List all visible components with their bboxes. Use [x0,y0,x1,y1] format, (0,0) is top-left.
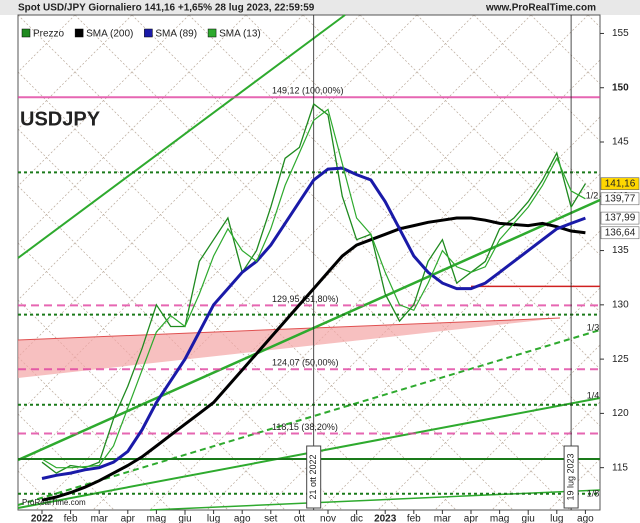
series-line [41,166,586,480]
legend-label: SMA (13) [219,29,261,40]
series-line [41,102,586,474]
event-label: 21 ott 2022 [308,454,318,499]
fan-label: 1/8 [587,488,600,498]
x-tick-label: mag [147,514,166,523]
y-tick-label: 150 [612,82,629,93]
x-tick-label: mar [434,514,452,523]
legend-swatch [74,28,84,38]
price-tag-label: 141,16 [605,178,636,189]
fan-label: 1/4 [587,390,600,400]
x-tick-label: apr [464,514,479,523]
fib-label: 124,07 (50,00%) [272,358,339,368]
x-tick-label: apr [121,514,136,523]
shaded-channel [18,318,560,378]
price-tag [600,226,640,240]
x-tick-label: giu [178,514,191,523]
y-tick-label: 135 [612,245,629,256]
y-tick-label: 155 [612,28,629,39]
chart-title: Spot USD/JPY Giornaliero 141,16 +1,65% 2… [18,3,315,14]
x-tick-label: dic [350,514,363,523]
header-bar [0,0,640,15]
series-line [41,108,586,469]
trend-line [17,14,346,259]
x-tick-label: ago [234,514,251,523]
legend-swatch [207,28,217,38]
x-tick-label: lug [550,514,563,523]
price-tag-label: 137,99 [605,213,636,224]
fan-label: 1/3 [587,322,600,332]
x-tick-label: giu [522,514,535,523]
fan-label: 1/2 [586,190,599,200]
price-tag [600,211,640,225]
price-tag [600,177,640,190]
series-line [41,216,586,502]
fib-label: 118,15 (38,20%) [272,422,338,432]
price-tag-label: 139,77 [605,193,636,204]
x-tick-label: 2023 [374,514,397,523]
x-tick-label: nov [320,514,336,523]
y-tick-label: 120 [612,408,629,419]
y-tick-label: 130 [612,299,629,310]
legend-label: SMA (89) [155,29,197,40]
x-tick-label: mar [91,514,109,523]
y-tick-label: 125 [612,354,629,365]
y-tick-label: 115 [612,462,628,473]
x-tick-label: mag [490,514,509,523]
event-label-bg [563,445,579,509]
price-tag [600,192,640,206]
x-tick-label: set [264,514,278,523]
event-label-bg [306,445,322,509]
x-tick-label: ott [294,514,305,523]
price-tag-label: 136,64 [605,227,636,238]
legend-label: Prezzo [33,29,65,40]
event-label: 19 lug 2023 [565,453,575,500]
x-tick-label: lug [207,514,220,523]
x-tick-label: feb [407,514,421,523]
y-tick-label: 145 [612,137,629,148]
legend-label: SMA (200) [86,29,133,40]
symbol: USDJPY [20,108,101,130]
fib-label: 149,12 (100,00%) [272,86,344,96]
x-tick-label: ago [577,514,594,523]
legend-swatch [144,28,153,38]
x-tick-label: feb [64,514,78,523]
watermark: ProRealTime.com [22,498,86,507]
channel-line [17,317,561,341]
x-tick-label: 2022 [31,514,54,523]
legend-swatch [21,28,31,38]
source: www.ProRealTime.com [485,3,596,14]
trend-line [17,329,601,506]
